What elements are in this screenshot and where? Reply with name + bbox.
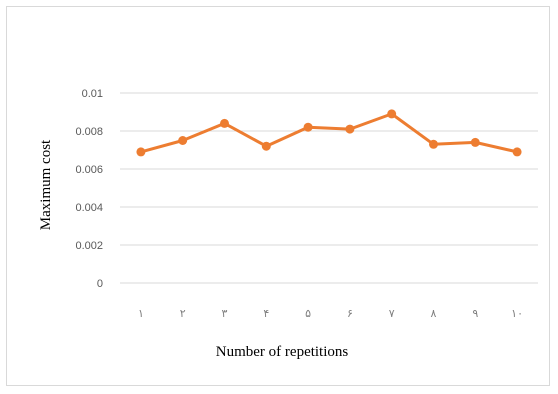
x-tick-label-8: ٩ — [472, 307, 478, 320]
x-tick-label-7: ٨ — [431, 307, 437, 320]
data-point-5 — [345, 124, 355, 134]
x-axis-title: Number of repetitions — [216, 344, 349, 360]
data-point-7 — [429, 139, 438, 149]
data-point-2 — [220, 118, 229, 128]
x-tick-label-0: ١ — [138, 307, 144, 320]
x-tick-label-2: ٣ — [222, 307, 228, 320]
y-tick-label-3: 0.006 — [75, 164, 103, 176]
series-line-0 — [139, 112, 519, 154]
x-axis-ticks: ١ ٢ ٣ ۴ ۵ ۶ ٧ ٨ ٩ ١٠ — [138, 307, 523, 320]
data-point-0 — [136, 147, 146, 157]
x-tick-label-6: ٧ — [389, 307, 395, 320]
data-point-4 — [303, 122, 313, 132]
x-tick-label-9: ١٠ — [511, 307, 523, 320]
y-tick-label-1: 0.002 — [75, 240, 103, 252]
x-tick-label-5: ۶ — [347, 307, 353, 320]
chart-frame — [6, 6, 550, 386]
data-point-3 — [261, 141, 271, 151]
gridlines — [120, 92, 538, 284]
y-tick-label-2: 0.004 — [75, 202, 103, 214]
y-tick-label-5: 0.01 — [82, 88, 103, 100]
y-tick-label-4: 0.008 — [75, 126, 103, 138]
data-point-1 — [178, 136, 188, 145]
data-point-8 — [470, 137, 480, 147]
data-point-6 — [387, 109, 397, 119]
y-tick-label-0: 0 — [97, 278, 103, 290]
series-layer — [136, 109, 522, 157]
data-point-9 — [512, 147, 522, 157]
x-tick-label-3: ۴ — [263, 307, 269, 320]
y-axis-ticks: 0 0.002 0.004 0.006 0.008 0.01 — [75, 88, 103, 290]
y-axis-title: Maximum cost — [38, 139, 54, 230]
x-tick-label-4: ۵ — [305, 307, 311, 320]
x-tick-label-1: ٢ — [180, 307, 186, 320]
